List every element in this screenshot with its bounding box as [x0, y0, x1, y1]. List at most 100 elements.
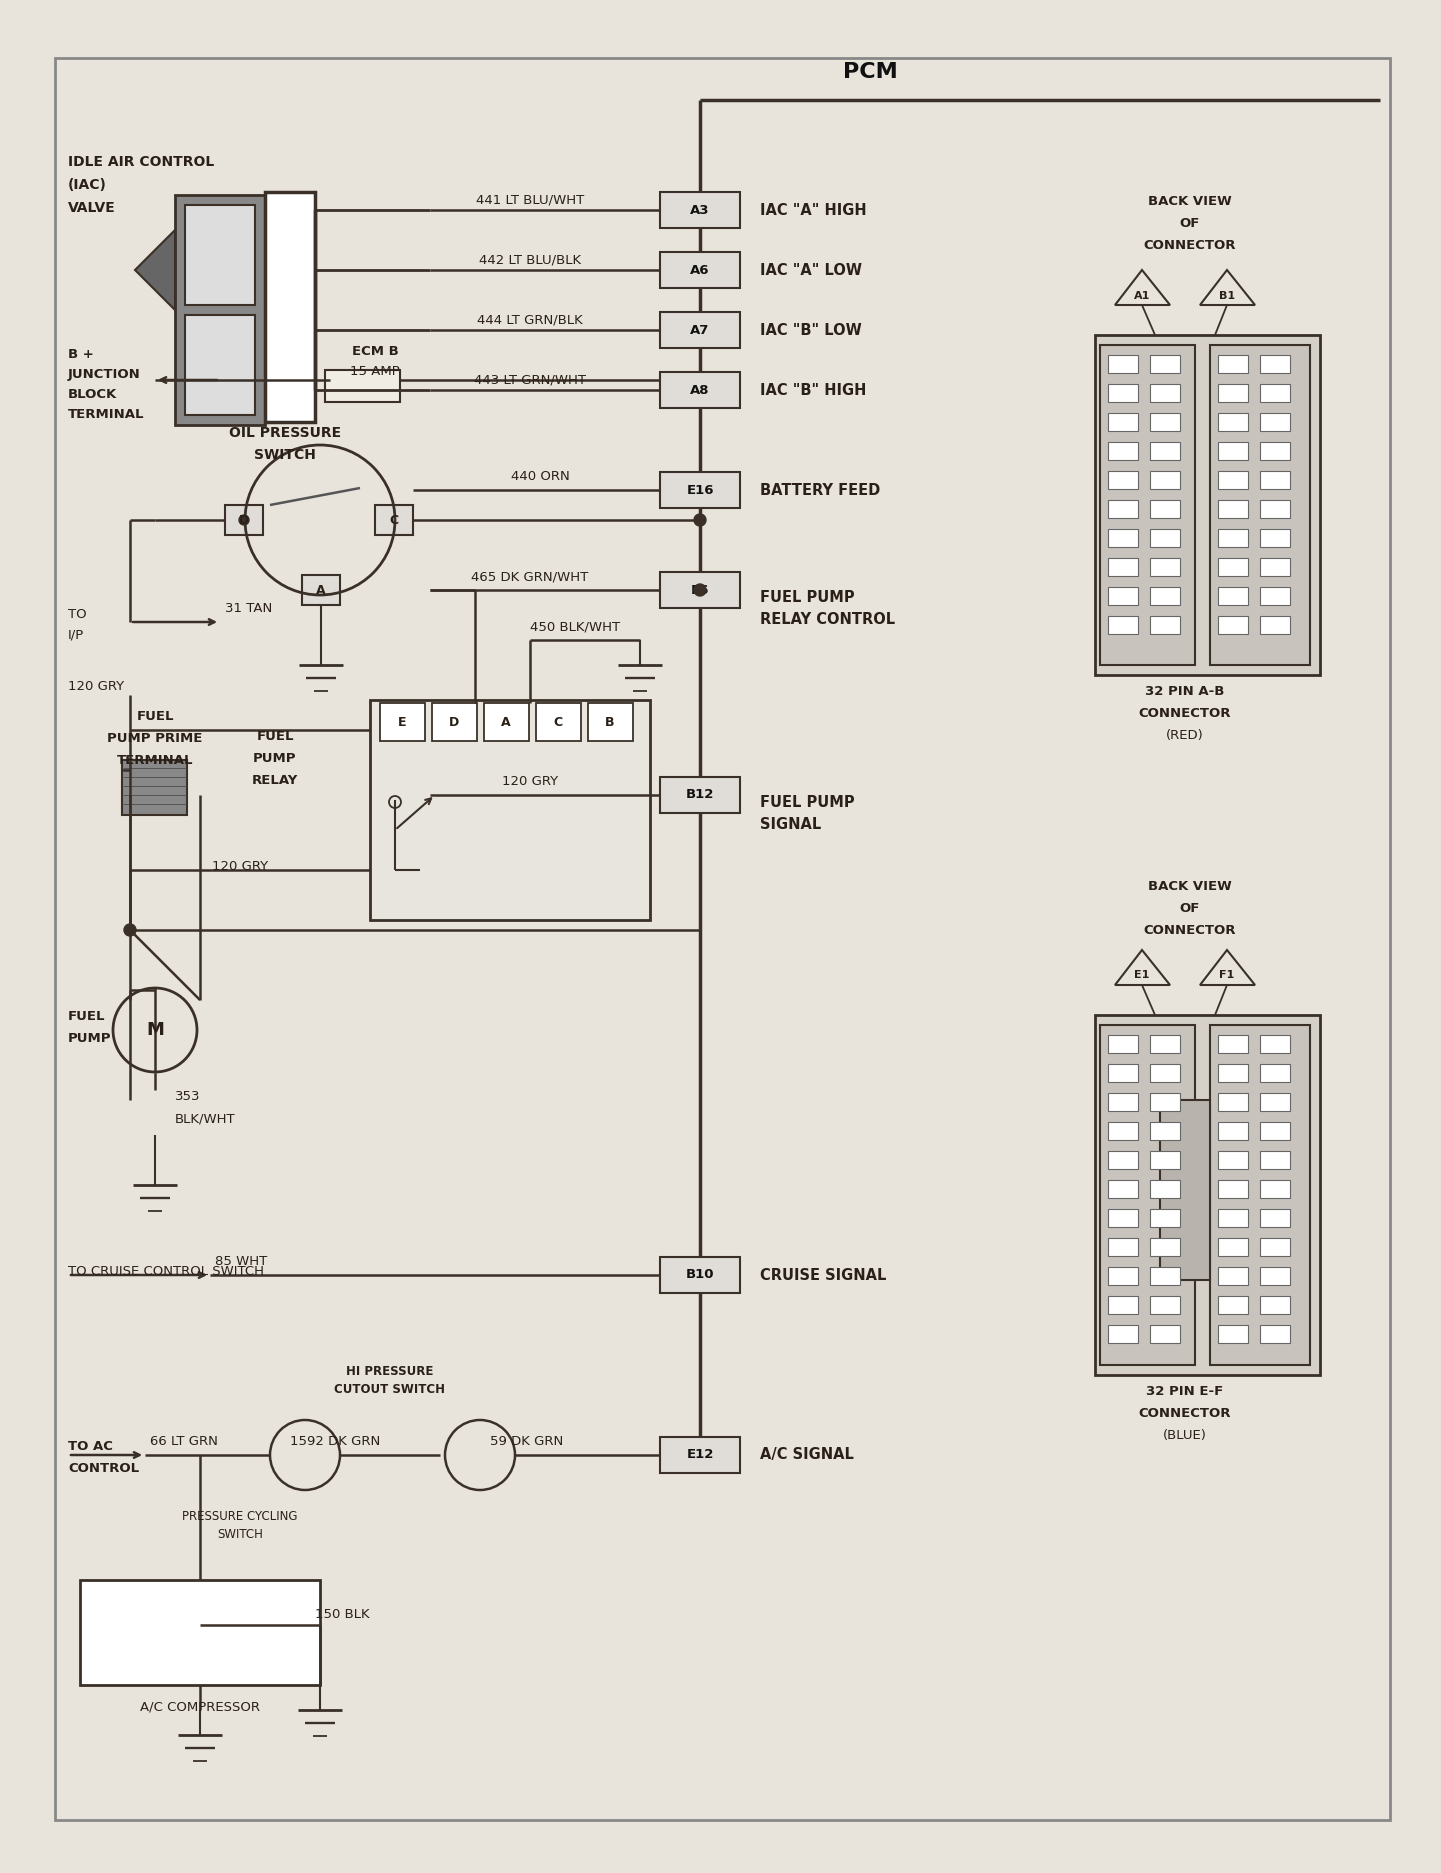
Text: 465 DK GRN/WHT: 465 DK GRN/WHT	[471, 569, 588, 583]
Text: CONNECTOR: CONNECTOR	[1138, 706, 1231, 719]
Bar	[1108, 528, 1138, 547]
Bar	[1150, 442, 1180, 461]
Bar	[1150, 356, 1180, 373]
Bar	[1150, 558, 1180, 577]
Text: CUTOUT SWITCH: CUTOUT SWITCH	[334, 1382, 445, 1395]
Bar	[1218, 500, 1248, 519]
Text: IAC "B" LOW: IAC "B" LOW	[759, 322, 862, 337]
Bar	[174, 195, 265, 425]
Bar	[1108, 470, 1138, 489]
Bar	[1259, 384, 1290, 403]
Text: A1: A1	[1134, 290, 1150, 302]
Bar	[1218, 558, 1248, 577]
Text: A3: A3	[690, 204, 710, 217]
Text: VALVE: VALVE	[68, 200, 115, 215]
Bar	[1259, 616, 1290, 633]
Bar	[1108, 616, 1138, 633]
Text: 66 LT GRN: 66 LT GRN	[150, 1435, 218, 1448]
Bar	[1259, 558, 1290, 577]
Text: A6: A6	[690, 264, 710, 277]
Text: 120 GRY: 120 GRY	[68, 680, 124, 693]
Text: SIGNAL: SIGNAL	[759, 817, 821, 832]
Text: IAC "B" HIGH: IAC "B" HIGH	[759, 382, 866, 397]
Circle shape	[239, 515, 249, 524]
Text: HI PRESSURE: HI PRESSURE	[346, 1365, 434, 1379]
Bar	[1150, 414, 1180, 431]
Bar	[1259, 1296, 1290, 1315]
Text: C: C	[389, 513, 399, 526]
Text: RELAY CONTROL: RELAY CONTROL	[759, 612, 895, 627]
Bar	[1259, 586, 1290, 605]
Bar	[1150, 616, 1180, 633]
Bar	[370, 701, 650, 920]
Bar	[1259, 1122, 1290, 1141]
Text: 31 TAN: 31 TAN	[225, 601, 272, 614]
Bar	[1108, 500, 1138, 519]
Bar	[536, 702, 581, 742]
Bar	[1095, 1015, 1320, 1375]
Bar	[1259, 414, 1290, 431]
Text: CONNECTOR: CONNECTOR	[1144, 923, 1236, 936]
Text: TO: TO	[68, 609, 86, 622]
Bar	[1150, 500, 1180, 519]
Bar	[122, 760, 187, 815]
Text: PUMP PRIME: PUMP PRIME	[107, 732, 203, 745]
Bar	[1259, 356, 1290, 373]
Bar	[1108, 442, 1138, 461]
Bar	[1108, 1324, 1138, 1343]
Bar	[484, 702, 529, 742]
Bar	[1218, 414, 1248, 431]
Text: B12: B12	[686, 789, 715, 802]
Text: TERMINAL: TERMINAL	[68, 408, 144, 421]
Bar	[1108, 586, 1138, 605]
Bar	[1108, 1296, 1138, 1315]
Text: FUEL: FUEL	[68, 1010, 105, 1023]
Bar	[1150, 1266, 1180, 1285]
Bar	[1259, 1064, 1290, 1083]
Bar	[1108, 1152, 1138, 1169]
Bar	[1150, 384, 1180, 403]
Text: F1: F1	[1219, 970, 1235, 980]
Bar	[1218, 442, 1248, 461]
Bar	[1150, 1180, 1180, 1199]
Bar	[1150, 528, 1180, 547]
Text: FUEL: FUEL	[256, 730, 294, 744]
Text: 120 GRY: 120 GRY	[501, 775, 558, 789]
Bar	[1218, 528, 1248, 547]
Bar	[660, 313, 741, 348]
Bar	[1259, 1324, 1290, 1343]
Text: (IAC): (IAC)	[68, 178, 107, 193]
Text: IAC "A" HIGH: IAC "A" HIGH	[759, 202, 866, 217]
Bar	[1108, 1266, 1138, 1285]
Bar	[184, 315, 255, 416]
Bar	[1259, 1180, 1290, 1199]
Bar	[1218, 1180, 1248, 1199]
Bar	[375, 506, 414, 536]
Text: CONNECTOR: CONNECTOR	[1138, 1407, 1231, 1420]
Text: D: D	[239, 513, 249, 526]
Bar	[1108, 356, 1138, 373]
Bar	[1150, 1122, 1180, 1141]
Text: PUMP: PUMP	[68, 1032, 111, 1045]
Text: 15 AMP: 15 AMP	[350, 365, 399, 378]
Bar	[1218, 1094, 1248, 1111]
Bar	[380, 702, 425, 742]
Bar	[1210, 1025, 1310, 1365]
Bar	[1218, 1064, 1248, 1083]
Bar	[660, 373, 741, 408]
Text: JUNCTION: JUNCTION	[68, 367, 141, 380]
Text: A/C SIGNAL: A/C SIGNAL	[759, 1448, 855, 1463]
Text: BLOCK: BLOCK	[68, 388, 117, 401]
Bar	[1218, 1238, 1248, 1257]
Text: E: E	[398, 715, 406, 729]
Bar	[81, 1581, 320, 1686]
Bar	[1218, 1296, 1248, 1315]
Text: OIL PRESSURE: OIL PRESSURE	[229, 425, 342, 440]
Text: SWITCH: SWITCH	[254, 448, 316, 463]
Text: E16: E16	[686, 483, 713, 496]
Text: PRESSURE CYCLING: PRESSURE CYCLING	[182, 1510, 298, 1523]
Text: M: M	[146, 1021, 164, 1040]
Bar	[660, 253, 741, 288]
Text: BLK/WHT: BLK/WHT	[174, 1113, 236, 1126]
Circle shape	[695, 513, 706, 526]
